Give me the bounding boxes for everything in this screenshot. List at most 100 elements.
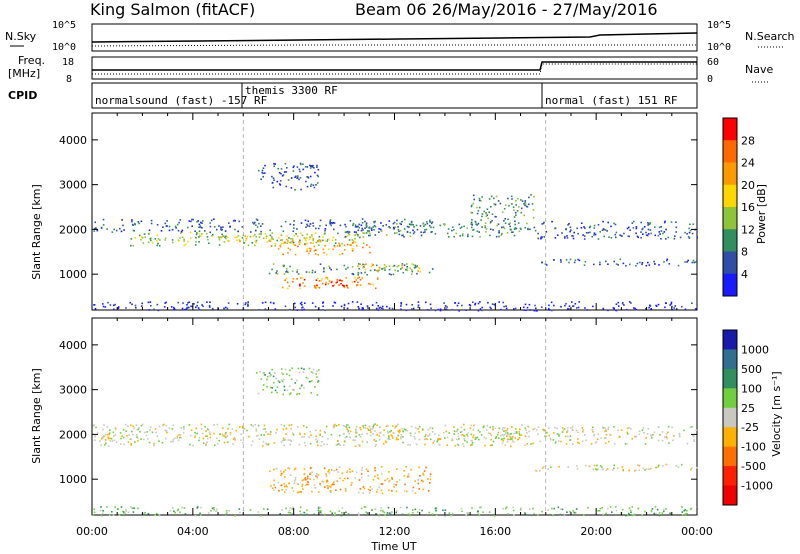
power-data-cell bbox=[393, 221, 396, 224]
velocity-data-cell bbox=[313, 484, 316, 486]
power-data-cell bbox=[137, 221, 140, 223]
power-data-cell bbox=[374, 225, 377, 228]
power-data-cell bbox=[366, 244, 368, 246]
power-data-cell bbox=[488, 211, 490, 213]
power-data-cell bbox=[490, 221, 492, 223]
power-data-cell bbox=[201, 222, 203, 224]
velocity-data-cell bbox=[136, 428, 138, 431]
velocity-data-cell bbox=[345, 488, 347, 491]
velocity-data-cell bbox=[397, 423, 399, 426]
power-data-cell bbox=[309, 250, 311, 252]
velocity-data-cell bbox=[118, 513, 121, 516]
power-data-cell bbox=[338, 284, 340, 286]
velocity-data-cell bbox=[644, 510, 646, 513]
velocity-data-cell bbox=[411, 489, 414, 492]
power-data-cell bbox=[250, 231, 252, 233]
power-data-cell bbox=[398, 230, 400, 233]
power-data-cell bbox=[437, 308, 440, 311]
power-data-cell bbox=[286, 270, 288, 272]
power-data-cell bbox=[325, 224, 327, 227]
velocity-data-cell bbox=[548, 427, 550, 429]
power-data-cell bbox=[577, 258, 579, 261]
power-data-cell bbox=[365, 226, 368, 228]
power-data-cell bbox=[507, 197, 509, 200]
nsearch-trace bbox=[91, 44, 697, 47]
velocity-data-cell bbox=[532, 442, 534, 445]
power-data-cell bbox=[691, 232, 694, 235]
velocity-data-cell bbox=[289, 369, 291, 372]
velocity-data-cell bbox=[263, 434, 265, 436]
velocity-data-cell bbox=[221, 433, 224, 435]
power-data-cell bbox=[268, 240, 270, 242]
power-data-cell bbox=[297, 273, 300, 275]
velocity-data-cell bbox=[341, 507, 344, 509]
power-data-cell bbox=[501, 232, 503, 235]
power-data-cell bbox=[209, 225, 212, 228]
velocity-data-cell bbox=[400, 436, 402, 438]
power-data-cell bbox=[515, 200, 517, 202]
power-data-cell bbox=[540, 237, 542, 240]
velocity-data-cell bbox=[536, 429, 538, 431]
power-data-cell bbox=[429, 221, 431, 223]
velocity-data-cell bbox=[381, 492, 384, 495]
power-data-cell bbox=[290, 187, 293, 189]
power-data-cell bbox=[406, 263, 408, 265]
power-data-cell bbox=[397, 270, 399, 272]
velocity-data-cell bbox=[316, 370, 318, 372]
power-data-cell bbox=[498, 235, 500, 238]
power-data-cell bbox=[306, 248, 308, 250]
power-data-cell bbox=[422, 223, 424, 225]
velocity-data-cell bbox=[413, 435, 416, 438]
power-data-cell bbox=[312, 164, 314, 167]
power-data-cell bbox=[338, 279, 341, 282]
power-data-cell bbox=[361, 264, 364, 267]
power-data-cell bbox=[623, 304, 625, 306]
velocity-data-cell bbox=[572, 443, 574, 445]
power-data-cell bbox=[255, 239, 258, 242]
power-data-cell bbox=[227, 302, 230, 304]
power-data-cell bbox=[332, 305, 334, 307]
velocity-data-cell bbox=[107, 437, 110, 440]
power-data-cell bbox=[286, 242, 288, 245]
power-data-cell bbox=[379, 306, 381, 309]
power-data-cell bbox=[236, 303, 239, 305]
velocity-data-cell bbox=[122, 436, 125, 439]
power-data-cell bbox=[567, 307, 569, 310]
power-data-cell bbox=[524, 200, 527, 202]
power-data-cell bbox=[210, 219, 213, 222]
velocity-data-cell bbox=[512, 435, 514, 438]
velocity-data-cell bbox=[604, 430, 606, 432]
velocity-data-cell bbox=[110, 437, 113, 440]
velocity-data-cell bbox=[316, 441, 318, 443]
velocity-data-cell bbox=[504, 444, 507, 446]
power-data-cell bbox=[280, 234, 283, 237]
power-data-cell bbox=[664, 220, 666, 223]
power-data-cell bbox=[531, 203, 534, 205]
power-data-cell bbox=[477, 210, 480, 212]
velocity-data-cell bbox=[490, 438, 492, 441]
power-data-cell bbox=[183, 238, 185, 241]
power-data-cell bbox=[663, 221, 666, 224]
power-data-cell bbox=[299, 241, 302, 243]
power-data-cell bbox=[357, 235, 359, 237]
time-tick-label: 20:00 bbox=[580, 525, 612, 538]
velocity-data-cell bbox=[363, 487, 366, 490]
power-data-cell bbox=[410, 221, 413, 223]
velocity-data-cell bbox=[429, 475, 432, 478]
power-data-cell bbox=[509, 222, 511, 224]
power-data-cell bbox=[199, 225, 202, 227]
power-data-cell bbox=[403, 228, 406, 230]
velocity-data-cell bbox=[518, 437, 521, 439]
power-data-cell bbox=[234, 236, 236, 239]
velocity-data-cell bbox=[470, 439, 472, 442]
velocity-data-cell bbox=[288, 467, 291, 470]
velocity-data-cell bbox=[319, 484, 322, 486]
power-data-cell bbox=[189, 231, 192, 234]
power-data-cell bbox=[479, 308, 482, 310]
velocity-data-cell bbox=[501, 442, 504, 445]
velocity-data-cell bbox=[627, 433, 629, 435]
power-data-cell bbox=[113, 228, 115, 231]
velocity-data-cell bbox=[314, 386, 316, 388]
velocity-data-cell bbox=[140, 438, 142, 440]
